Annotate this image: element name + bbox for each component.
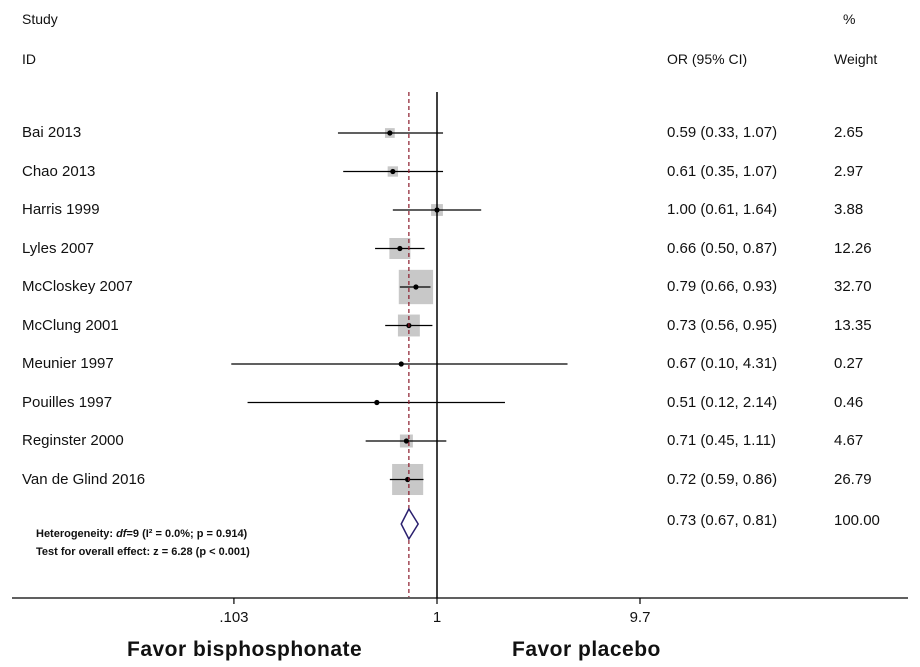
overall-ci-text: 0.73 (0.67, 0.81) — [667, 512, 778, 529]
overall-weight-text: 100.00 — [834, 512, 880, 529]
weight-header: Weight — [834, 51, 878, 67]
x-tick-label: .103 — [219, 609, 248, 626]
x-tick-label: 9.7 — [630, 609, 651, 626]
weight-text: 0.46 — [834, 393, 864, 411]
point-estimate — [397, 245, 403, 252]
study-label: Van de Glind 2016 — [22, 470, 146, 488]
weight-text: 12.26 — [834, 239, 872, 257]
point-estimate — [403, 438, 410, 444]
ci-text: 0.66 (0.50, 0.87) — [667, 239, 778, 257]
weight-text: 2.97 — [834, 162, 864, 180]
study-header: Study — [22, 11, 58, 27]
point-estimate — [413, 284, 419, 290]
or-ci-header: OR (95% CI) — [667, 51, 748, 67]
x-tick-label: 1 — [433, 609, 441, 626]
ci-text: 0.71 (0.45, 1.11) — [667, 432, 776, 449]
study-label: Pouilles 1997 — [22, 393, 113, 411]
overall-diamond — [400, 507, 420, 541]
study-label: McClung 2001 — [22, 316, 119, 334]
ci-text: 0.59 (0.33, 1.07) — [667, 124, 778, 141]
weight-text: 26.79 — [834, 470, 872, 488]
overall-effect-text: Test for overall effect: z = 6.28 (p < 0… — [36, 546, 250, 558]
ci-text: 0.61 (0.35, 1.07) — [667, 162, 778, 180]
study-label: Reginster 2000 — [22, 432, 124, 449]
point-estimate — [390, 168, 396, 175]
ci-text: 0.79 (0.66, 0.93) — [667, 278, 778, 295]
ci-text: 0.72 (0.59, 0.86) — [667, 470, 778, 488]
heterogeneity-text: Heterogeneity: df=9 (I² = 0.0%; p = 0.91… — [36, 528, 248, 540]
ci-text: 0.51 (0.12, 2.14) — [667, 393, 778, 411]
study-label: Lyles 2007 — [22, 239, 94, 257]
favor-left-label: Favor bisphosphonate — [127, 638, 363, 661]
study-label: Harris 1999 — [22, 201, 100, 218]
weight-text: 32.70 — [834, 278, 872, 295]
weight-text: 0.27 — [834, 355, 864, 372]
ci-text: 0.67 (0.10, 4.31) — [667, 355, 778, 372]
weight-text: 4.67 — [834, 432, 864, 449]
study-label: Chao 2013 — [22, 162, 96, 180]
study-label: Bai 2013 — [22, 124, 82, 141]
weight-percent-header: % — [843, 11, 856, 27]
study-label: McCloskey 2007 — [22, 278, 133, 295]
point-estimate — [398, 361, 404, 367]
study-label: Meunier 1997 — [22, 355, 114, 372]
ci-text: 1.00 (0.61, 1.64) — [667, 201, 778, 218]
ci-text: 0.73 (0.56, 0.95) — [667, 316, 778, 334]
id-header: ID — [22, 51, 36, 67]
point-estimate — [387, 130, 393, 136]
weight-text: 13.35 — [834, 316, 872, 334]
weight-text: 2.65 — [834, 124, 864, 141]
favor-right-label: Favor placebo — [512, 638, 661, 661]
point-estimate — [374, 399, 380, 406]
weight-text: 3.88 — [834, 201, 864, 218]
